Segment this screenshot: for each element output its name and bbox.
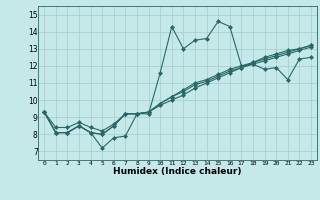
X-axis label: Humidex (Indice chaleur): Humidex (Indice chaleur) xyxy=(113,167,242,176)
